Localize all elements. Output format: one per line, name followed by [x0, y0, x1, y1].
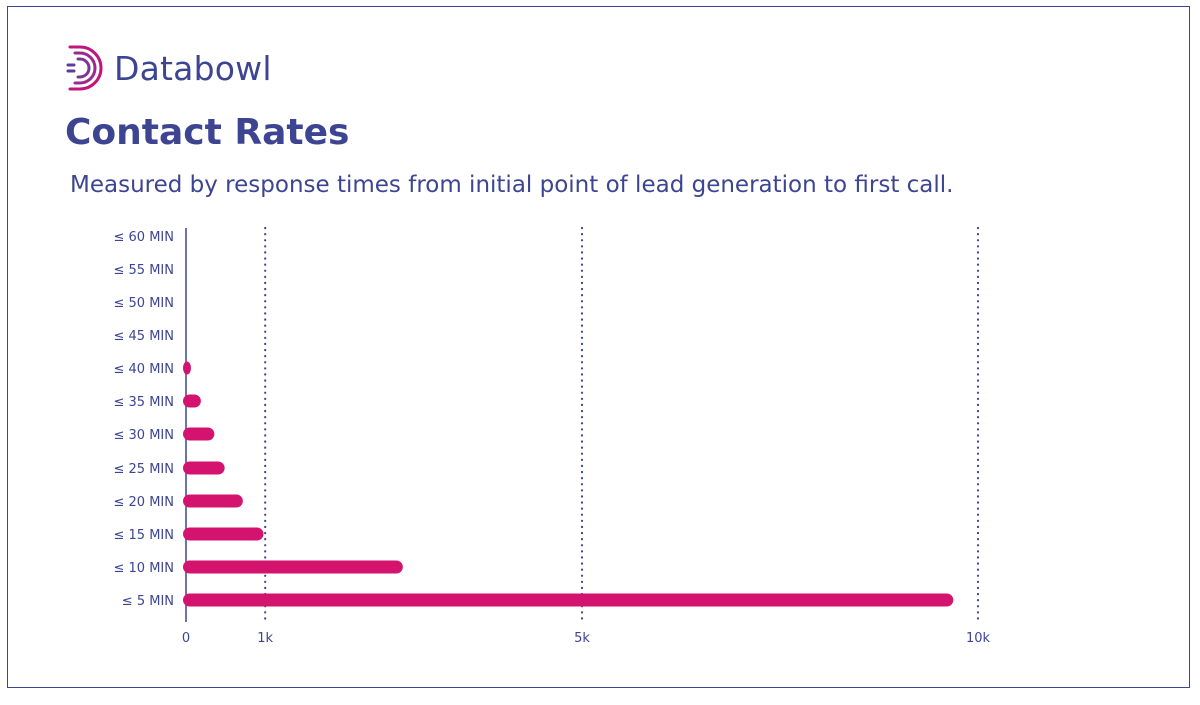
- category-label: ≤ 5 MIN: [122, 594, 174, 609]
- brand: Databowl: [66, 40, 272, 96]
- category-label: ≤ 45 MIN: [114, 329, 174, 344]
- page-subtitle: Measured by response times from initial …: [70, 172, 954, 198]
- category-label: ≤ 20 MIN: [114, 495, 174, 510]
- databowl-d-logo-icon: [66, 45, 103, 91]
- category-label: ≤ 15 MIN: [114, 528, 174, 543]
- bar-25-min: [183, 461, 225, 475]
- category-label: ≤ 35 MIN: [114, 395, 174, 410]
- category-label: ≤ 40 MIN: [114, 362, 174, 377]
- bar-20-min: [183, 494, 243, 508]
- bar-10-min: [183, 560, 403, 574]
- category-label: ≤ 30 MIN: [114, 428, 174, 443]
- bar-5-min: [183, 593, 954, 607]
- page-title: Contact Rates: [65, 112, 350, 153]
- x-tick-label: 1k: [257, 631, 273, 646]
- bar-15-min: [183, 527, 264, 541]
- chart-frame: [7, 6, 1190, 688]
- x-tick-label: 5k: [574, 631, 590, 646]
- category-label: ≤ 50 MIN: [114, 296, 174, 311]
- x-tick-label: 10k: [966, 631, 991, 646]
- category-label: ≤ 55 MIN: [114, 263, 174, 278]
- brand-name: Databowl: [114, 48, 272, 88]
- bar-35-min: [183, 394, 201, 408]
- bar-30-min: [183, 427, 215, 441]
- bar-40-min: [183, 361, 191, 375]
- x-tick-label: 0: [182, 631, 190, 646]
- category-label: ≤ 25 MIN: [114, 462, 174, 477]
- category-label: ≤ 60 MIN: [114, 230, 174, 245]
- category-label: ≤ 10 MIN: [114, 561, 174, 576]
